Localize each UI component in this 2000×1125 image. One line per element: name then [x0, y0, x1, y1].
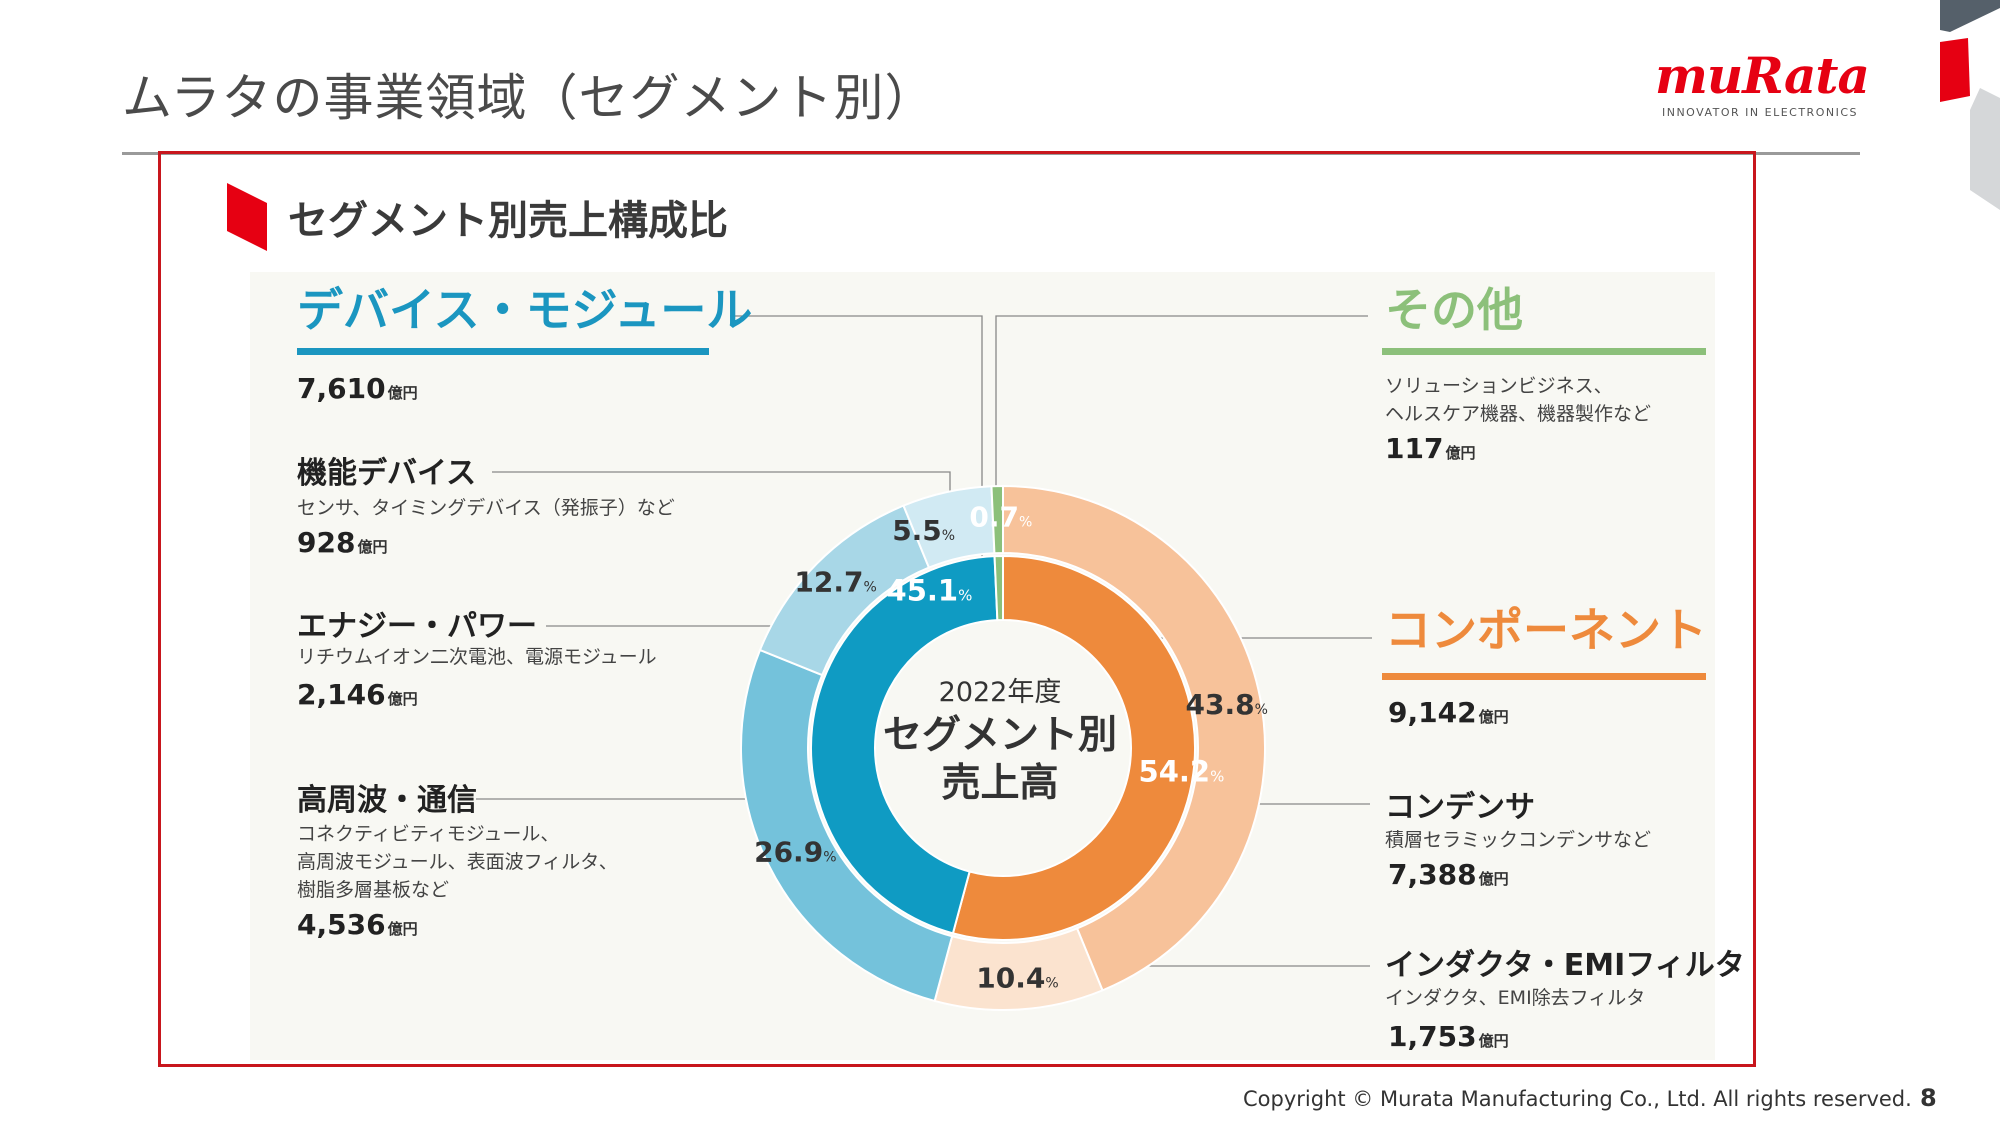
- leader-other: [995, 315, 1368, 500]
- unit-label: 億円: [1478, 708, 1509, 726]
- content-frame: [158, 151, 1756, 1067]
- desc-line: ヘルスケア機器、機器製作など: [1385, 403, 1652, 425]
- center-title-line1: セグメント別: [882, 713, 1117, 758]
- sub-name-rf-communications: 高周波・通信: [297, 783, 477, 818]
- inner-slice-0: [951, 554, 1196, 941]
- outer-label-2: 26.9%: [754, 835, 836, 868]
- category-bar-devices: [297, 348, 709, 355]
- corner-decoration: [1940, 0, 2000, 210]
- sub-desc-capacitors: 積層セラミックコンデンサなど: [1385, 829, 1652, 851]
- sub-value-energy-power: 2,146 億円: [297, 678, 418, 711]
- sub-value-capacitors: 7,388 億円: [1388, 858, 1509, 891]
- outer-label-3: 12.7%: [794, 566, 876, 599]
- outer-label-1: 10.4%: [976, 962, 1058, 995]
- value: 928: [297, 526, 356, 559]
- outer-ring: [740, 484, 1266, 1011]
- category-desc-other: ソリューションビジネス、 ヘルスケア機器、機器製作など: [1385, 372, 1651, 428]
- center-year: 2022年度: [938, 677, 1062, 708]
- sub-desc-functional-devices: センサ、タイミングデバイス（発振子）など: [297, 497, 675, 519]
- sub-value-inductors-emi: 1,753 億円: [1388, 1020, 1509, 1053]
- outer-label-5: 0.7%: [969, 500, 1032, 533]
- unit-label: 億円: [1478, 1032, 1509, 1050]
- footer-copyright: Copyright © Murata Manufacturing Co., Lt…: [1243, 1087, 1912, 1111]
- sub-value-functional-devices: 928 億円: [297, 526, 387, 559]
- sub-desc-inductors-emi: インダクタ、EMI除去フィルタ: [1385, 987, 1646, 1009]
- desc-line: 高周波モジュール、表面波フィルタ、: [297, 851, 618, 873]
- outer-slice-0: [1002, 484, 1266, 992]
- center-title-line2: 売上高: [941, 761, 1059, 806]
- desc-line: 樹脂多層基板など: [297, 879, 450, 901]
- category-heading-other: その他: [1385, 283, 1523, 337]
- sub-name-functional-devices: 機能デバイス: [297, 456, 477, 491]
- logo-tagline: INNOVATOR IN ELECTRONICS: [1661, 106, 1858, 119]
- section-title: セグメント別売上構成比: [288, 198, 728, 244]
- sub-name-energy-power: エナジー・パワー: [297, 609, 537, 644]
- sub-name-capacitors: コンデンサ: [1385, 790, 1535, 825]
- outer-label-4: 5.5%: [892, 514, 955, 547]
- unit-label: 億円: [387, 920, 418, 938]
- category-total-components: 9,142 億円: [1388, 696, 1509, 729]
- sub-desc-energy-power: リチウムイオン二次電池、電源モジュール: [297, 646, 657, 668]
- category-heading-devices: デバイス・モジュール: [297, 283, 753, 337]
- sub-name-inductors-emi: インダクタ・EMIフィルタ: [1385, 948, 1745, 983]
- value: 1,753: [1388, 1020, 1477, 1053]
- category-heading-components: コンポーネント: [1385, 603, 1707, 657]
- inner-ring: [810, 554, 1196, 941]
- outer-label-0: 43.8%: [1185, 688, 1267, 721]
- inner-slice-1: [810, 555, 999, 935]
- center-title: セグメント別 売上高: [860, 712, 1140, 808]
- value: 4,536: [297, 908, 386, 941]
- sub-desc-rf-communications: コネクティビティモジュール、 高周波モジュール、表面波フィルタ、 樹脂多層基板な…: [297, 820, 618, 904]
- desc-line: コネクティビティモジュール、: [297, 823, 560, 845]
- desc-line: ソリューションビジネス、: [1385, 375, 1613, 397]
- inner-label-0: 54.2%: [1139, 755, 1225, 789]
- section-marker-icon: [227, 183, 267, 251]
- total-value: 9,142: [1388, 696, 1477, 729]
- category-total-other: 117 億円: [1385, 432, 1475, 465]
- unit-label: 億円: [357, 538, 388, 556]
- logo-wordmark: muRata: [1655, 46, 1870, 105]
- category-bar-components: [1382, 673, 1706, 680]
- slice-labels: 54.2% 45.1% 43.8% 10.4% 26.9% 12.7% 5.5% 0.7%: [754, 500, 1268, 994]
- murata-logo: muRata INNOVATOR IN ELECTRONICS: [1655, 46, 1870, 120]
- sub-value-rf-communications: 4,536 億円: [297, 908, 418, 941]
- category-bar-other: [1382, 348, 1706, 355]
- unit-label: 億円: [1478, 870, 1509, 888]
- category-total-devices: 7,610 億円: [297, 372, 418, 405]
- total-value: 117: [1385, 432, 1444, 465]
- inner-label-1: 45.1%: [887, 573, 973, 607]
- inner-slice-2: [993, 554, 1004, 622]
- unit-label: 億円: [1445, 444, 1476, 462]
- unit-label: 億円: [387, 690, 418, 708]
- total-value: 7,610: [297, 372, 386, 405]
- page-title: ムラタの事業領域（セグメント別）: [122, 69, 936, 127]
- value: 2,146: [297, 678, 386, 711]
- value: 7,388: [1388, 858, 1477, 891]
- page-number: 8: [1920, 1084, 1937, 1112]
- outer-slice-5: [990, 484, 1004, 555]
- unit-label: 億円: [387, 384, 418, 402]
